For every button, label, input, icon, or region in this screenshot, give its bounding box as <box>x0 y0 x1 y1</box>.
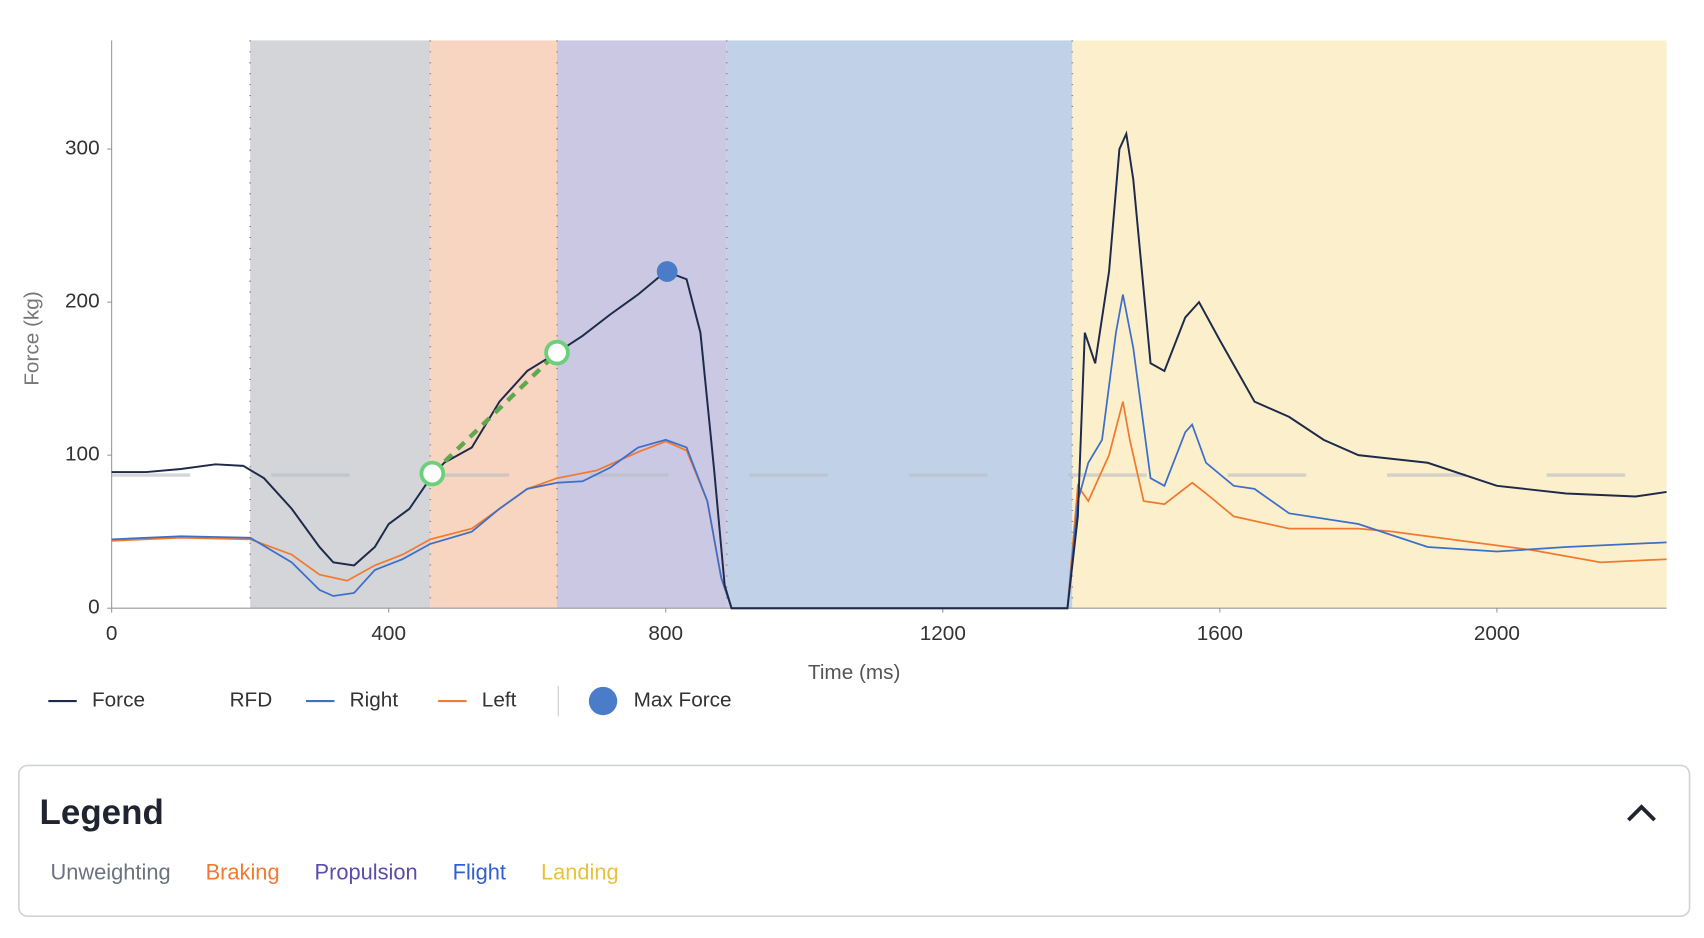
legend-label: Right <box>350 689 399 712</box>
phase-band <box>1072 40 1667 609</box>
y-tick-label: 100 <box>65 443 100 466</box>
x-tick-label: 2000 <box>1474 622 1520 645</box>
y-tick-label: 200 <box>65 290 100 313</box>
x-tick-label: 1600 <box>1197 622 1243 645</box>
legend-swatch <box>588 686 618 716</box>
rfd-point <box>544 339 570 366</box>
phase-legend-item: Flight <box>453 859 506 884</box>
legend-label: Force <box>92 689 145 712</box>
y-tick-label: 300 <box>65 137 100 160</box>
phase-band <box>557 40 727 609</box>
phase-legend-item: Propulsion <box>315 859 418 884</box>
legend-label: RFD <box>230 689 273 712</box>
legend-label: Max Force <box>634 689 732 712</box>
x-tick-label: 800 <box>648 622 683 645</box>
phase-band <box>250 40 431 609</box>
x-tick-label: 0 <box>106 622 118 645</box>
x-tick-label: 1200 <box>920 622 966 645</box>
x-axis-title: Time (ms) <box>808 661 901 684</box>
legend-label: Left <box>482 689 517 712</box>
rfd-line <box>430 351 559 476</box>
legend-panel <box>18 764 1691 917</box>
series-line <box>111 130 1667 610</box>
x-tick-label: 400 <box>371 622 406 645</box>
collapse-chevron[interactable] <box>1627 804 1656 822</box>
max-force-point <box>656 261 678 282</box>
rfd-point <box>419 460 446 487</box>
plot-area: 0 100 200 300 0 400 800 1200 1600 2000 <box>65 40 1667 645</box>
phase-legend-item: Landing <box>541 859 619 884</box>
legend-title: Legend <box>40 793 164 832</box>
phase-band <box>430 40 558 609</box>
phase-legend-item: Unweighting <box>50 859 170 884</box>
y-tick-label: 0 <box>88 596 100 619</box>
y-axis-title: Force (kg) <box>21 291 44 385</box>
phase-legend-item: Braking <box>206 859 280 884</box>
phase-band <box>726 40 1073 609</box>
